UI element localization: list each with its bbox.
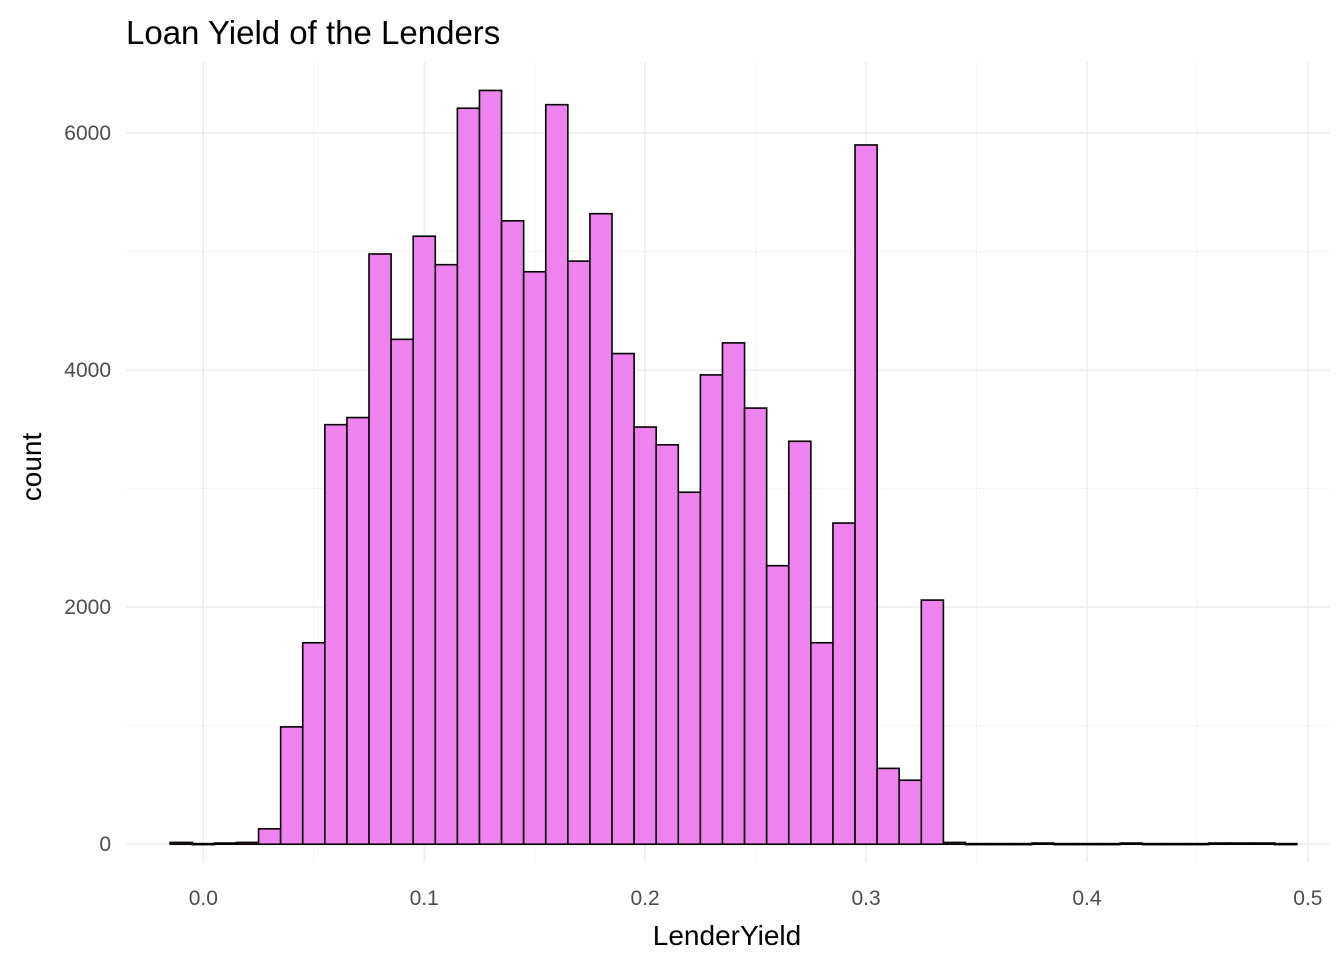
histogram-bar [1207,842,1232,846]
axis-tick-labels: 0.0 0.1 0.2 0.3 0.4 0.5 0 2000 4000 6000 [64,122,1322,910]
histogram-bar [876,767,901,846]
histogram-bar [810,641,834,846]
histogram-bar [324,423,348,846]
histogram-bar [677,491,702,846]
x-axis-title: LenderYield [653,920,801,951]
histogram-bar [567,260,591,846]
histogram-bar [169,841,194,846]
histogram-bar [1273,842,1298,846]
x-tick-label: 0.4 [1072,887,1102,910]
y-tick-label: 4000 [64,359,111,382]
histogram-bar [279,726,304,846]
histogram-bar [456,107,481,846]
histogram-bar [544,103,569,846]
histogram-bar [1119,842,1144,846]
y-tick-label: 6000 [64,122,111,145]
histogram-bar [1229,842,1254,846]
histogram-bar [589,212,613,846]
histogram-bar [522,270,547,846]
histogram-bar [346,416,370,846]
histogram-bar [235,841,260,846]
histogram-bar [787,440,812,846]
chart-title: Loan Yield of the Lenders [126,14,500,51]
y-tick-label: 2000 [64,596,111,619]
histogram-bar [191,842,216,846]
histogram-bar [213,842,238,846]
histogram-bar [699,374,724,846]
histogram-bar [1075,842,1099,846]
histogram-bar [1097,842,1121,846]
histogram-bar [301,641,326,846]
histogram-bar [611,352,635,846]
histogram-bar [1251,842,1276,846]
histogram-bars [169,89,1298,846]
histogram-bar [1185,842,1210,846]
x-tick-label: 0.0 [189,887,218,910]
histogram-bar [832,522,856,846]
y-axis-title: count [16,433,47,502]
x-tick-label: 0.2 [631,887,660,910]
histogram-bar [920,599,945,846]
histogram-bar [1008,842,1033,846]
histogram-bar [743,407,768,846]
histogram-bar [721,342,746,846]
histogram-bar [368,253,392,846]
x-tick-label: 0.3 [851,887,880,910]
histogram-bar [1030,842,1055,846]
histogram-bar [964,842,989,846]
histogram-bar [655,444,680,846]
histogram-bar [633,426,658,846]
histogram-bar [500,220,525,846]
histogram-bar [434,263,459,846]
histogram-bar [898,779,923,846]
histogram-bar [765,564,790,846]
histogram-bar [478,89,503,846]
histogram-bar [412,235,437,846]
x-tick-label: 0.5 [1293,887,1322,910]
x-tick-label: 0.1 [410,887,439,910]
histogram-bar [257,828,282,846]
histogram-bar [1053,842,1077,846]
histogram-bar [854,144,878,846]
histogram-bar [1163,842,1188,846]
histogram-bar [1141,842,1166,846]
histogram-bar [942,841,967,846]
histogram-bar [986,842,1011,846]
y-tick-label: 0 [99,833,111,856]
histogram-bar [390,338,414,846]
